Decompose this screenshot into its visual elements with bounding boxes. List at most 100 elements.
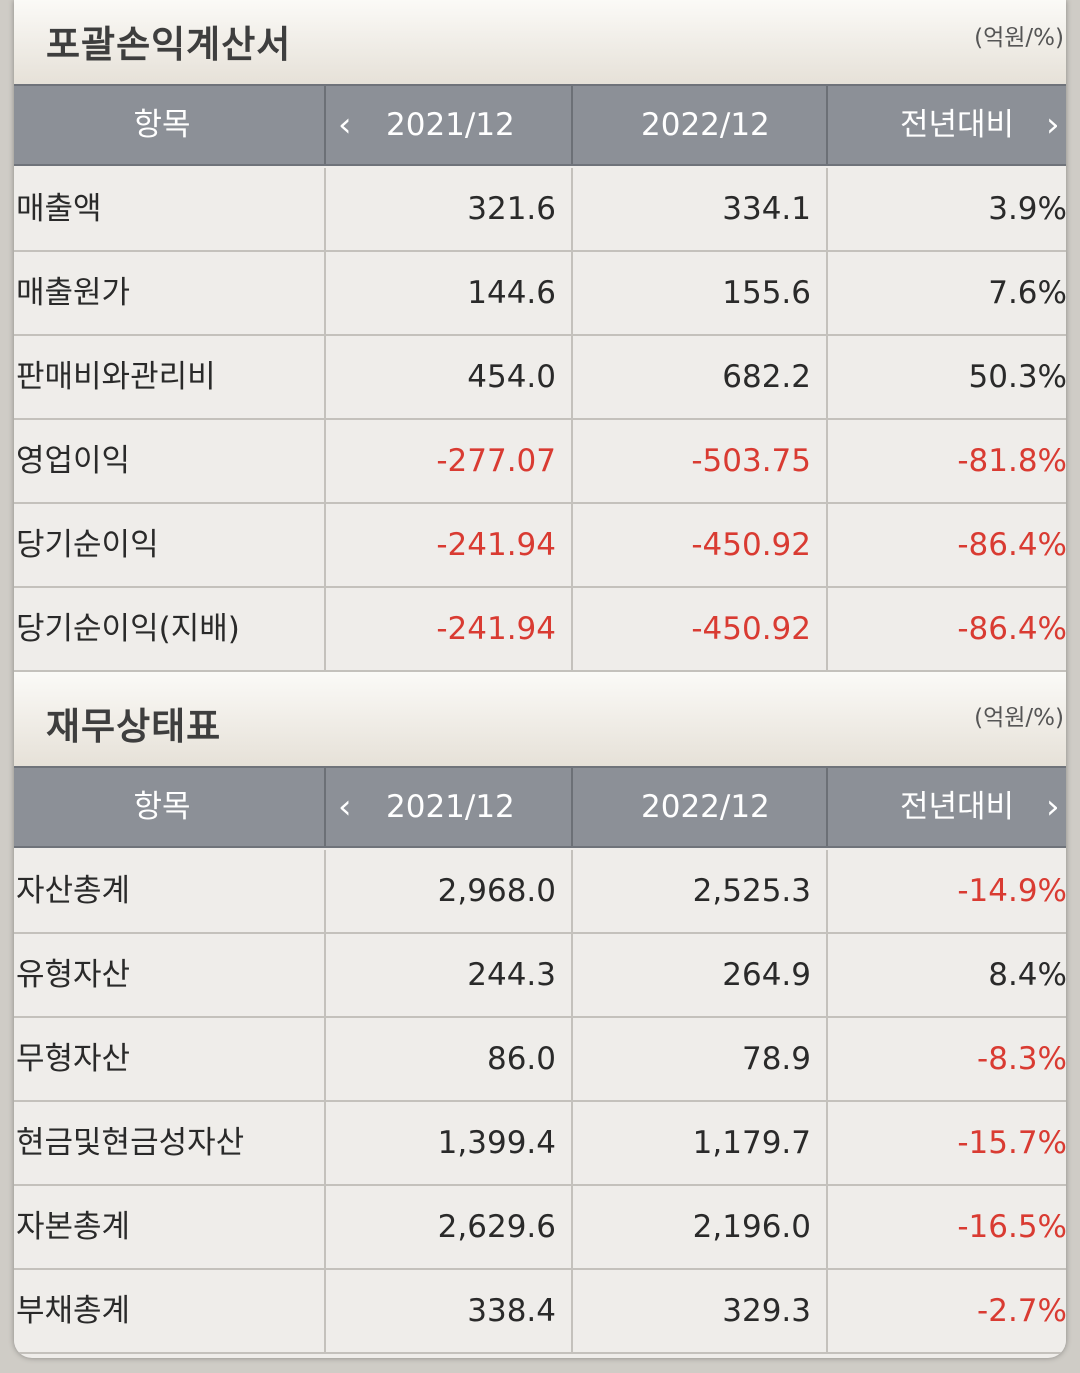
column-divider	[826, 934, 828, 1016]
header-divider	[324, 768, 326, 846]
row-label: 영업이익	[16, 443, 131, 479]
value-2021: 2,968.0	[437, 873, 556, 909]
table-row: 유형자산 244.3 264.9 8.4%	[14, 934, 1066, 1018]
column-divider	[826, 1186, 828, 1268]
table-row: 자산총계 2,968.0 2,525.3 -14.9%	[14, 850, 1066, 934]
balance-sheet-unit: (억원/%)	[974, 705, 1064, 731]
value-2021: 454.0	[467, 359, 556, 395]
value-2022: -450.92	[691, 611, 811, 647]
income-statement-table-header: 항목 ‹ 2021/12 2022/12 전년대비 ›	[14, 84, 1066, 166]
value-2021: 1,399.4	[437, 1125, 556, 1161]
chevron-right-icon[interactable]: ›	[1046, 787, 1060, 827]
column-divider	[826, 252, 828, 334]
column-divider	[324, 934, 326, 1016]
table-row: 당기순이익(지배) -241.94 -450.92 -86.4%	[14, 588, 1066, 672]
table-row: 당기순이익 -241.94 -450.92 -86.4%	[14, 504, 1066, 588]
value-2022: 329.3	[722, 1293, 811, 1329]
column-divider	[571, 252, 573, 334]
column-divider	[571, 336, 573, 418]
table-row: 매출액 321.6 334.1 3.9%	[14, 168, 1066, 252]
column-divider	[324, 504, 326, 586]
column-divider	[826, 1018, 828, 1100]
column-header-2022: 2022/12	[641, 107, 770, 143]
value-2022: 155.6	[722, 275, 811, 311]
value-2021: 2,629.6	[437, 1209, 556, 1245]
column-divider	[571, 420, 573, 502]
column-divider	[324, 168, 326, 250]
balance-sheet-table-header: 항목 ‹ 2021/12 2022/12 전년대비 ›	[14, 766, 1066, 848]
column-divider	[324, 1186, 326, 1268]
column-divider	[324, 1018, 326, 1100]
value-yoy: -86.4%	[957, 527, 1066, 563]
value-2022: 334.1	[722, 191, 811, 227]
column-header-yoy: 전년대비	[900, 107, 1015, 143]
column-divider	[324, 1270, 326, 1352]
column-divider	[324, 336, 326, 418]
column-divider	[571, 1186, 573, 1268]
column-divider	[571, 504, 573, 586]
value-2022: -503.75	[691, 443, 811, 479]
value-yoy: -86.4%	[957, 611, 1066, 647]
value-2021: 144.6	[467, 275, 556, 311]
value-yoy: -15.7%	[957, 1125, 1066, 1161]
header-divider	[571, 768, 573, 846]
column-header-item: 항목	[133, 789, 191, 825]
table-row: 부채총계 338.4 329.3 -2.7%	[14, 1270, 1066, 1354]
value-2021: 86.0	[486, 1041, 556, 1077]
row-label: 유형자산	[16, 957, 131, 993]
income-statement-unit: (억원/%)	[974, 25, 1064, 51]
value-2021: -241.94	[436, 611, 556, 647]
value-yoy: 7.6%	[988, 275, 1066, 311]
table-row: 자본총계 2,629.6 2,196.0 -16.5%	[14, 1186, 1066, 1270]
value-yoy: -16.5%	[957, 1209, 1066, 1245]
column-divider	[324, 588, 326, 670]
column-divider	[826, 504, 828, 586]
value-2022: 2,196.0	[692, 1209, 811, 1245]
value-2021: -241.94	[436, 527, 556, 563]
row-label: 당기순이익	[16, 527, 159, 563]
value-yoy: -14.9%	[957, 873, 1066, 909]
value-2022: 78.9	[741, 1041, 811, 1077]
row-label: 판매비와관리비	[16, 359, 216, 395]
row-label: 매출액	[16, 191, 102, 227]
column-divider	[324, 252, 326, 334]
income-statement-title: 포괄손익계산서	[46, 23, 292, 66]
header-divider	[826, 768, 828, 846]
financial-summary-card: 포괄손익계산서 (억원/%) 항목 ‹ 2021/12 2022/12 전년대비…	[14, 0, 1066, 1358]
table-row: 영업이익 -277.07 -503.75 -81.8%	[14, 420, 1066, 504]
table-row: 판매비와관리비 454.0 682.2 50.3%	[14, 336, 1066, 420]
value-yoy: -8.3%	[977, 1041, 1066, 1077]
value-2022: 264.9	[722, 957, 811, 993]
header-divider	[826, 86, 828, 164]
column-divider	[826, 588, 828, 670]
row-label: 부채총계	[16, 1293, 131, 1329]
column-divider	[571, 1102, 573, 1184]
row-label: 현금및현금성자산	[16, 1125, 245, 1161]
row-label: 매출원가	[16, 275, 131, 311]
column-header-2021: 2021/12	[386, 789, 515, 825]
chevron-right-icon[interactable]: ›	[1046, 105, 1060, 145]
column-divider	[826, 336, 828, 418]
column-header-2022: 2022/12	[641, 789, 770, 825]
column-divider	[324, 1102, 326, 1184]
value-2022: -450.92	[691, 527, 811, 563]
value-2022: 2,525.3	[692, 873, 811, 909]
value-yoy: 50.3%	[968, 359, 1066, 395]
value-2021: 244.3	[467, 957, 556, 993]
chevron-left-icon[interactable]: ‹	[338, 105, 352, 145]
table-row: 매출원가 144.6 155.6 7.6%	[14, 252, 1066, 336]
table-row: 현금및현금성자산 1,399.4 1,179.7 -15.7%	[14, 1102, 1066, 1186]
column-divider	[571, 588, 573, 670]
column-divider	[826, 168, 828, 250]
column-divider	[324, 850, 326, 932]
column-header-yoy: 전년대비	[900, 789, 1015, 825]
balance-sheet-header: 재무상태표 (억원/%)	[14, 672, 1066, 766]
column-divider	[324, 420, 326, 502]
chevron-left-icon[interactable]: ‹	[338, 787, 352, 827]
column-divider	[826, 420, 828, 502]
header-divider	[324, 86, 326, 164]
value-yoy: -81.8%	[957, 443, 1066, 479]
column-divider	[571, 168, 573, 250]
balance-sheet-title: 재무상태표	[46, 705, 222, 748]
value-yoy: -2.7%	[977, 1293, 1066, 1329]
